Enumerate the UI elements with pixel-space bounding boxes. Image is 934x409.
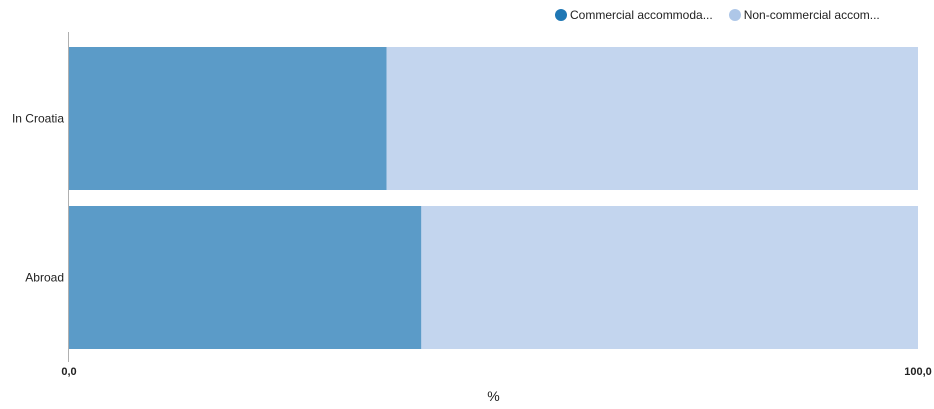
x-tick-label: 100,0 bbox=[904, 366, 932, 378]
bar-in-croatia-series-0[interactable] bbox=[69, 47, 387, 190]
category-label: In Croatia bbox=[12, 112, 64, 126]
legend-swatch-non-commercial bbox=[728, 9, 741, 21]
legend-item-non-commercial[interactable]: Non-commercial accom... bbox=[728, 8, 880, 22]
bar-in-croatia-series-1[interactable] bbox=[386, 47, 918, 190]
bar-abroad-series-0[interactable] bbox=[69, 206, 422, 349]
legend-swatch-commercial bbox=[555, 9, 567, 21]
x-axis-title: % bbox=[487, 388, 499, 404]
legend-item-commercial[interactable]: Commercial accommoda... bbox=[555, 8, 713, 22]
legend-label-non-commercial: Non-commercial accom... bbox=[743, 8, 880, 22]
category-labels: In Croatia Abroad bbox=[12, 112, 64, 285]
category-label: Abroad bbox=[25, 271, 64, 285]
bars-group bbox=[69, 47, 918, 349]
x-tick-label: 0,0 bbox=[61, 366, 76, 378]
bar-abroad-series-1[interactable] bbox=[421, 206, 918, 349]
chart-legend: Commercial accommoda... Non-commercial a… bbox=[555, 8, 896, 22]
x-tick-labels: 0,0 100,0 bbox=[61, 366, 931, 378]
legend-label-commercial: Commercial accommoda... bbox=[570, 8, 713, 22]
